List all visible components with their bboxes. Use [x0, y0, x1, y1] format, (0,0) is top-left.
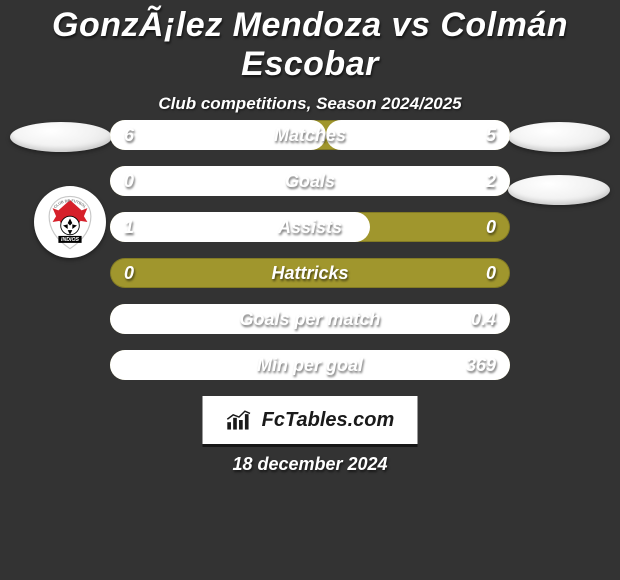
- stat-row: 369Min per goal: [110, 350, 510, 380]
- stat-fill-right: [326, 120, 510, 150]
- stat-fill-left: [110, 120, 326, 150]
- club-logo: INDIOS CLUB DE FUTBOL: [34, 186, 106, 258]
- stat-fill-right: [110, 304, 510, 334]
- comparison-card: GonzÃ¡lez Mendoza vs Colmán Escobar Club…: [0, 0, 620, 580]
- brand-chart-icon: [226, 409, 256, 431]
- stat-label: Hattricks: [110, 258, 510, 288]
- player-badge-right: [508, 122, 610, 152]
- stat-value-left: 0: [124, 258, 134, 288]
- brand-plate[interactable]: FcTables.com: [203, 396, 418, 444]
- indios-logo-icon: INDIOS CLUB DE FUTBOL: [41, 193, 99, 251]
- svg-text:INDIOS: INDIOS: [61, 237, 79, 243]
- stat-value-right: 0: [486, 212, 496, 242]
- stat-row: 65Matches: [110, 120, 510, 150]
- stat-fill-right: [110, 350, 510, 380]
- date-text: 18 december 2024: [0, 454, 620, 475]
- stat-fill-right: [110, 166, 510, 196]
- stat-value-right: 0: [486, 258, 496, 288]
- stat-row: 10Assists: [110, 212, 510, 242]
- stat-fill-left: [110, 212, 370, 242]
- page-title: GonzÃ¡lez Mendoza vs Colmán Escobar: [0, 6, 620, 84]
- stat-row: 0.4Goals per match: [110, 304, 510, 334]
- player-badge-right-2: [508, 175, 610, 205]
- stats-rows: 65Matches02Goals10Assists00Hattricks0.4G…: [110, 120, 510, 380]
- stat-row: 0 0Hattricks: [110, 258, 510, 288]
- brand-text: FcTables.com: [262, 409, 395, 432]
- stat-row: 02Goals: [110, 166, 510, 196]
- player-badge-left: [10, 122, 112, 152]
- subtitle: Club competitions, Season 2024/2025: [0, 94, 620, 114]
